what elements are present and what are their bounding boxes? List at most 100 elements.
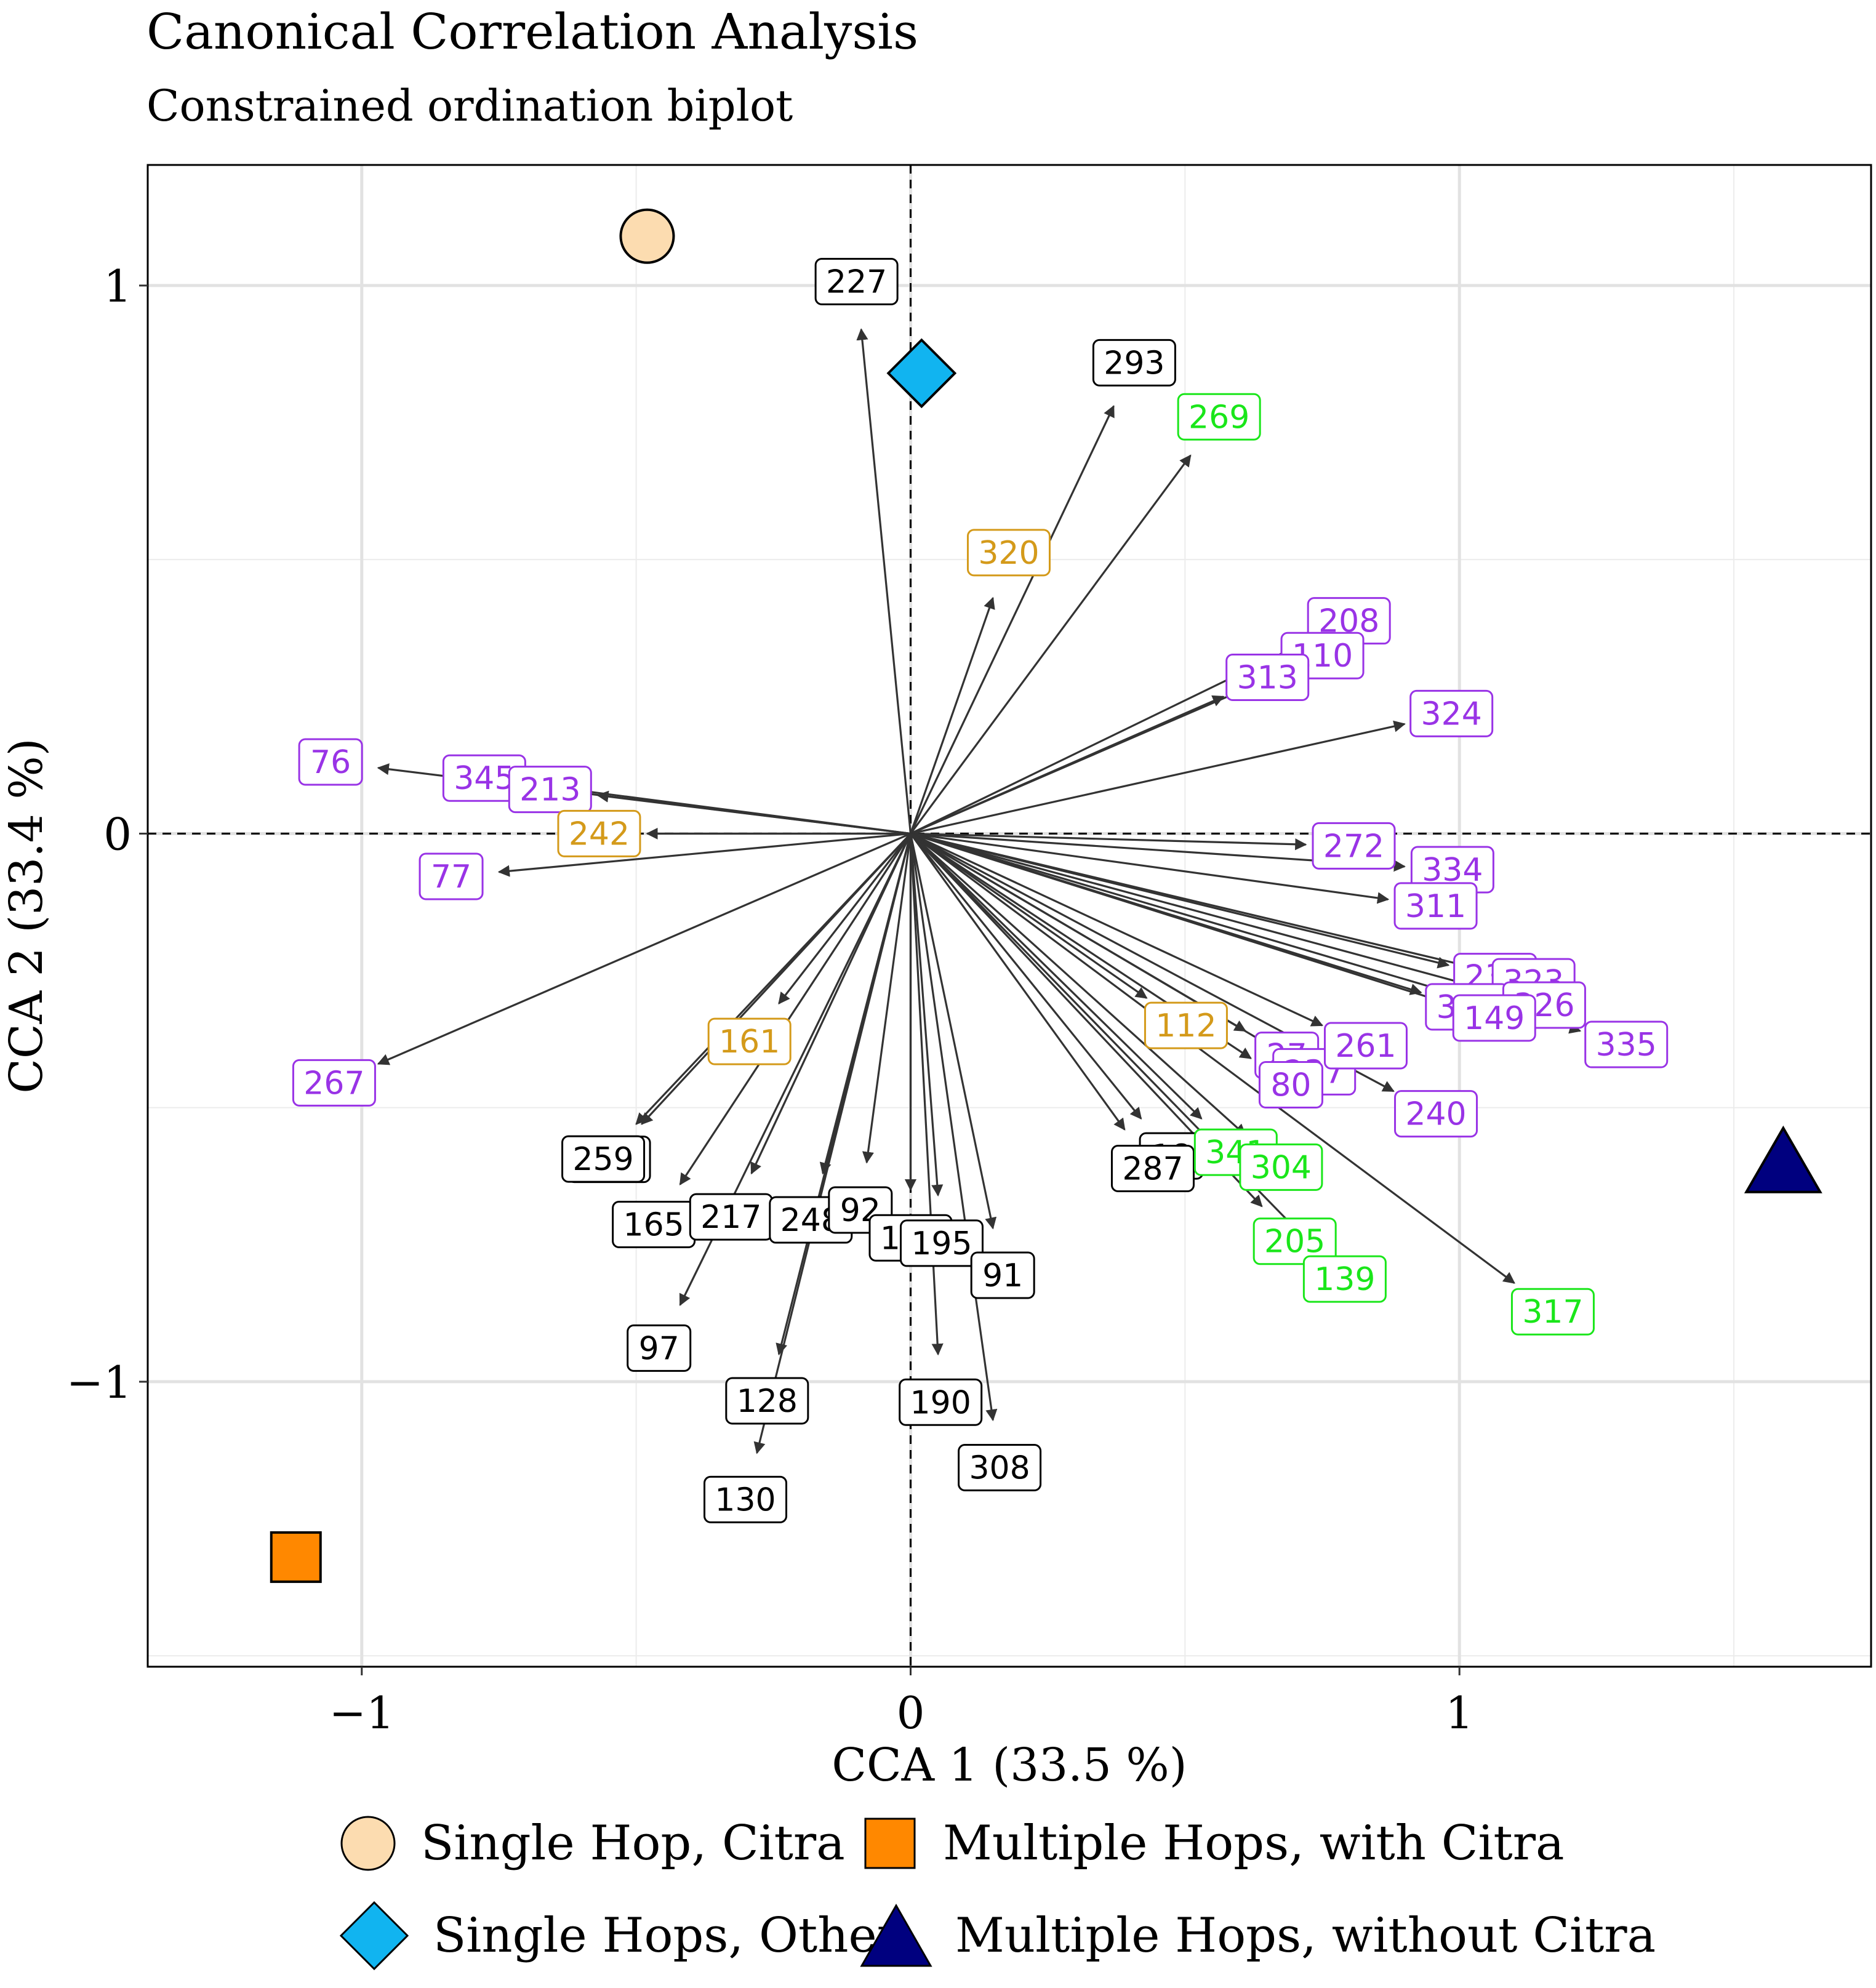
- arrow-label-261: 261: [1323, 1022, 1408, 1070]
- arrow-261: [910, 832, 1324, 1027]
- arrow-label-195: 195: [899, 1219, 984, 1267]
- arrow-161: [778, 833, 912, 1004]
- axes: −1 0 1 −1 0 1 CCA 1 (33.5 %) CCA 2 (33.4 %): [0, 260, 1473, 1792]
- arrow-label-272: 272: [1312, 822, 1396, 870]
- arrow-label-345: 345: [442, 754, 526, 802]
- arrow-18: [910, 833, 1142, 1120]
- svg-text:345: 345: [454, 760, 515, 797]
- svg-text:317: 317: [1522, 1294, 1583, 1331]
- arrow-195: [909, 833, 944, 1197]
- circle-icon: [340, 1816, 396, 1871]
- arrow-77: [497, 832, 911, 877]
- svg-text:149: 149: [1464, 1000, 1525, 1037]
- svg-text:287: 287: [1122, 1151, 1183, 1188]
- x-axis-label: CCA 1 (33.5 %): [832, 1739, 1187, 1792]
- arrow-label-227: 227: [814, 258, 899, 306]
- centroid-square: [270, 1531, 322, 1583]
- svg-text:313: 313: [1237, 660, 1298, 697]
- arrow-311: [910, 832, 1390, 904]
- triangle-icon: [860, 1903, 932, 1967]
- svg-text:320: 320: [978, 535, 1039, 572]
- arrow-label-190: 190: [899, 1378, 983, 1426]
- svg-text:227: 227: [826, 264, 887, 301]
- x-tick-label: −1: [329, 1687, 395, 1739]
- arrow-267: [377, 832, 912, 1065]
- arrow-label-240: 240: [1394, 1090, 1478, 1138]
- chart-title: Canonical Correlation Analysis: [146, 3, 919, 60]
- centroid-circle: [619, 208, 675, 264]
- arrow-label-324: 324: [1409, 689, 1494, 737]
- arrow-label-242: 242: [557, 809, 641, 857]
- svg-text:267: 267: [303, 1065, 364, 1102]
- arrow-label-77: 77: [419, 852, 484, 900]
- arrow-130: [753, 833, 912, 1454]
- arrow-341: [910, 833, 1203, 1120]
- group-centroids: [270, 208, 1822, 1583]
- legend-item-multiple-hops-with-citra: Multiple Hops, with Citra: [859, 1810, 1565, 1877]
- arrow-272: [910, 832, 1307, 851]
- svg-text:76: 76: [310, 744, 351, 781]
- svg-text:112: 112: [1155, 1008, 1216, 1044]
- svg-text:269: 269: [1189, 399, 1249, 436]
- svg-text:240: 240: [1405, 1096, 1466, 1133]
- svg-text:195: 195: [911, 1225, 972, 1262]
- svg-text:80: 80: [1270, 1067, 1311, 1104]
- legend-item-multiple-hops-without-citra: Multiple Hops, without Citra: [859, 1902, 1656, 1970]
- svg-text:259: 259: [572, 1141, 633, 1178]
- diamond-icon: [339, 1901, 409, 1971]
- svg-text:324: 324: [1421, 695, 1482, 732]
- arrow-label-335: 335: [1584, 1020, 1669, 1068]
- svg-text:165: 165: [623, 1207, 684, 1244]
- reference-lines: [148, 165, 1871, 1667]
- svg-text:205: 205: [1264, 1224, 1325, 1261]
- arrow-label-334: 334: [1410, 846, 1494, 894]
- arrow-label-76: 76: [298, 738, 363, 786]
- chart-subtitle: Constrained ordination biplot: [146, 81, 793, 131]
- legend: Single Hop, Citra Multiple Hops, with Ci…: [0, 1810, 1876, 1988]
- svg-text:161: 161: [719, 1024, 780, 1060]
- centroid-triangle: [1744, 1125, 1822, 1193]
- svg-text:308: 308: [969, 1450, 1030, 1487]
- y-tick-label: −1: [66, 1357, 132, 1408]
- arrow-label-320: 320: [966, 529, 1051, 577]
- legend-item-single-hop-citra: Single Hop, Citra: [337, 1810, 845, 1877]
- svg-text:190: 190: [910, 1384, 971, 1421]
- arrow-label-293: 293: [1092, 339, 1176, 387]
- arrow-308: [909, 833, 998, 1422]
- arrow-112: [910, 833, 1148, 999]
- arrow-label-128: 128: [725, 1377, 809, 1425]
- arrow-92: [862, 833, 912, 1164]
- arrow-259: [635, 833, 912, 1125]
- grid-lines: [148, 165, 1871, 1667]
- arrow-326: [910, 832, 1499, 996]
- y-tick-label: 1: [103, 260, 132, 312]
- svg-text:91: 91: [982, 1257, 1023, 1294]
- arrow-label-217: 217: [689, 1193, 773, 1241]
- arrow-label-269: 269: [1177, 393, 1261, 441]
- svg-text:242: 242: [569, 816, 630, 852]
- arrow-label-267: 267: [292, 1059, 376, 1107]
- arrow-213: [596, 790, 911, 835]
- legend-label: Multiple Hops, without Citra: [955, 1908, 1656, 1963]
- svg-text:97: 97: [639, 1330, 679, 1367]
- svg-text:335: 335: [1596, 1027, 1657, 1064]
- arrow-label-205: 205: [1253, 1217, 1337, 1265]
- arrow-269: [910, 454, 1192, 835]
- arrow-label-308: 308: [958, 1444, 1042, 1492]
- x-tick-label: 1: [1445, 1687, 1473, 1739]
- svg-text:130: 130: [715, 1481, 776, 1518]
- svg-text:77: 77: [431, 859, 471, 896]
- arrow-293: [910, 405, 1115, 835]
- arrow-227: [856, 328, 912, 834]
- legend-label: Single Hops, Other: [433, 1908, 900, 1963]
- svg-text:213: 213: [519, 772, 580, 809]
- svg-text:293: 293: [1104, 345, 1164, 382]
- arrow-313: [910, 695, 1225, 835]
- arrow-149: [910, 832, 1450, 1006]
- legend-item-single-hops-other: Single Hops, Other: [337, 1901, 900, 1971]
- arrow-323: [910, 832, 1488, 974]
- arrow-304: [910, 833, 1246, 1136]
- arrow-label-97: 97: [627, 1324, 692, 1372]
